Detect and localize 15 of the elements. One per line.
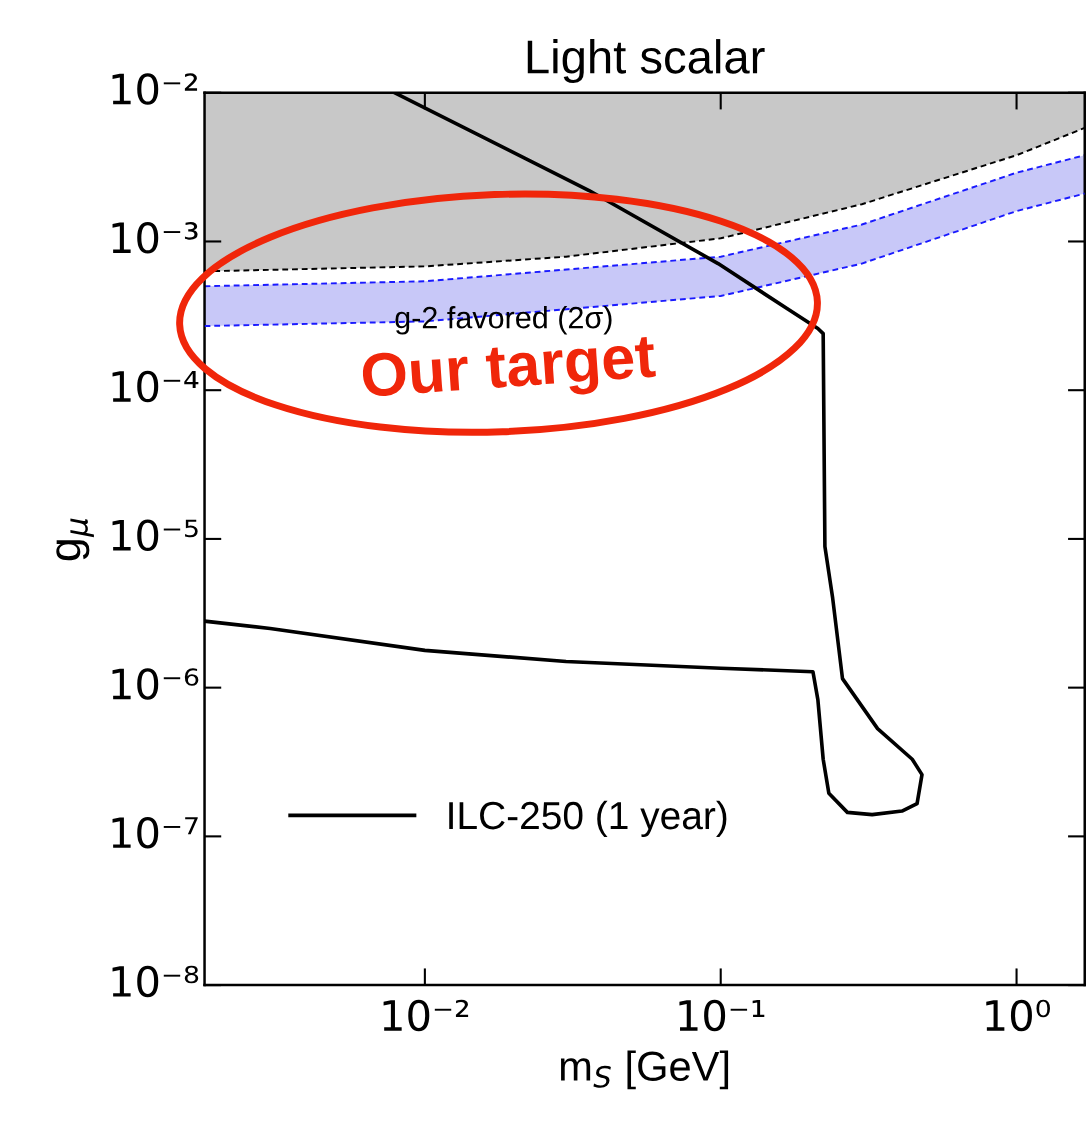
y-axis-title: g$_{μ}$	[56, 518, 94, 561]
annotation: g-2 favored (2σ)	[395, 306, 612, 335]
legend-label: ILC-250 (1 year)	[449, 800, 727, 838]
y-tick-label: 10⁻²	[112, 73, 198, 105]
y-tick-label: 10⁻⁸	[112, 965, 199, 998]
chart-title: Light scalar	[527, 39, 765, 84]
y-tick-label: 10⁻⁵	[112, 519, 198, 552]
x-tick-label: 10⁻²	[383, 999, 469, 1032]
y-tick-label: 10⁻⁷	[112, 816, 198, 849]
y-tick-label: 10⁻³	[112, 222, 198, 254]
x-tick-label: 10⁰	[986, 999, 1050, 1032]
x-axis-title: m$_{S}$ [GeV]	[560, 1050, 729, 1090]
x-tick-label: 10⁻¹	[679, 999, 765, 1032]
y-tick-label: 10⁻⁴	[112, 370, 199, 403]
y-tick-label: 10⁻⁶	[112, 668, 199, 700]
